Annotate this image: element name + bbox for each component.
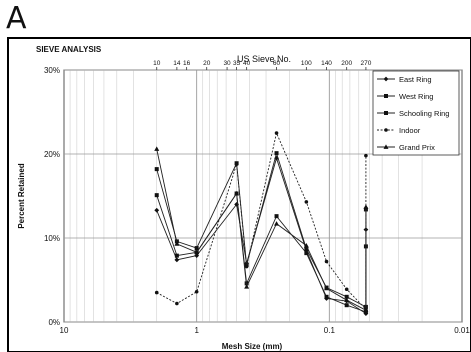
- sieve-tick-label: 20: [203, 60, 211, 67]
- data-point: [244, 264, 249, 269]
- x-tick-label: 1: [194, 326, 199, 335]
- legend-entry: Schooling Ring: [377, 109, 449, 118]
- data-point: [194, 249, 200, 255]
- panel-letter: A: [6, 1, 27, 36]
- data-point: [304, 246, 309, 251]
- y-tick-label: 20%: [44, 150, 60, 159]
- data-point: [194, 246, 199, 251]
- series-grand-prix: [154, 146, 369, 313]
- data-point: [303, 242, 309, 248]
- data-point: [154, 290, 159, 295]
- legend-label: Schooling Ring: [399, 109, 449, 118]
- data-point: [174, 241, 180, 246]
- top-axis-label: US Sieve No.: [237, 54, 291, 64]
- series-line: [156, 131, 367, 311]
- y-tick-label: 10%: [44, 234, 60, 243]
- sieve-tick-label: 60: [273, 60, 281, 67]
- data-point: [344, 303, 349, 308]
- legend-entry: East Ring: [377, 75, 432, 84]
- sieve-tick-label: 16: [183, 60, 191, 67]
- legend-label: Indoor: [399, 126, 421, 135]
- data-point: [274, 131, 279, 135]
- data-point: [154, 193, 159, 198]
- x-axis-label: Mesh Size (mm): [222, 342, 283, 351]
- data-point: [363, 204, 369, 209]
- legend-entry: Indoor: [377, 126, 421, 135]
- sieve-tick-label: 40: [243, 60, 251, 67]
- x-tick-label: 0.1: [324, 326, 336, 335]
- x-tick-label: 10: [60, 326, 69, 335]
- data-point: [344, 294, 349, 299]
- sieve-tick-label: 14: [173, 60, 181, 67]
- data-point: [174, 253, 179, 258]
- legend-entry: West Ring: [377, 92, 433, 101]
- series-indoor: [154, 131, 368, 312]
- sieve-tick-label: 30: [223, 60, 231, 67]
- data-point: [194, 289, 199, 294]
- legend-marker: [384, 128, 388, 132]
- y-axis-label: Percent Retained: [17, 163, 26, 228]
- data-point: [304, 251, 309, 256]
- y-tick-label: 30%: [44, 66, 60, 75]
- data-point: [154, 207, 160, 213]
- data-point: [234, 190, 240, 196]
- data-point: [154, 167, 159, 172]
- data-point: [324, 294, 329, 299]
- legend-label: West Ring: [399, 92, 433, 101]
- legend-marker: [383, 76, 389, 82]
- data-point: [363, 307, 369, 313]
- data-point: [154, 146, 160, 151]
- y-tick-label: 0%: [48, 318, 60, 327]
- chart-title: SIEVE ANALYSIS: [36, 45, 102, 54]
- sieve-tick-label: 200: [341, 60, 352, 67]
- series-group: [154, 131, 369, 316]
- data-point: [274, 214, 279, 219]
- sieve-tick-label: 35: [233, 60, 241, 67]
- x-tick-label: 0.01: [454, 326, 470, 335]
- legend-label: East Ring: [399, 75, 432, 84]
- data-point: [274, 221, 280, 226]
- data-point: [175, 301, 179, 306]
- data-point: [234, 162, 239, 166]
- data-point: [174, 257, 180, 263]
- legend-marker: [384, 94, 388, 98]
- data-point: [344, 297, 350, 303]
- data-point: [304, 200, 309, 204]
- legend-marker: [384, 111, 388, 115]
- data-point: [364, 153, 368, 158]
- data-point: [274, 151, 279, 156]
- legend-entry: Grand Prix: [377, 143, 435, 152]
- legend-label: Grand Prix: [399, 143, 435, 152]
- sieve-tick-label: 270: [360, 60, 371, 67]
- data-point: [194, 253, 200, 259]
- sieve-tick-label: 100: [301, 60, 312, 67]
- data-point: [324, 259, 329, 264]
- data-point: [324, 285, 330, 291]
- data-point: [244, 284, 250, 289]
- legend-marker: [383, 144, 389, 149]
- legend: East Ring West Ring Schooling Ring Indoor Gr…: [372, 70, 460, 156]
- axes: 0% 10% 20% 30% 10 1 0.1 0.01 10 14 16 20 30 35 40 60 100…: [44, 60, 470, 335]
- sieve-tick-label: 10: [153, 60, 161, 67]
- sieve-tick-label: 140: [321, 60, 332, 67]
- data-point: [344, 287, 349, 292]
